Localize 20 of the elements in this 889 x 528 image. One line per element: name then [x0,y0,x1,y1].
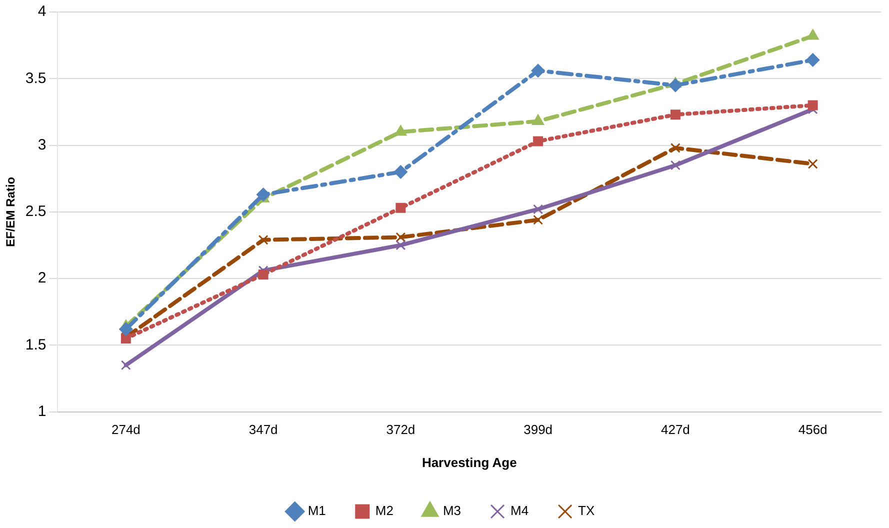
legend-label: M3 [442,503,462,518]
x-tick-label: 274d [111,422,140,438]
legend-label: TX [578,503,596,518]
y-tick-label: 1 [38,402,46,420]
y-tick-label: 1.5 [25,336,46,354]
x-tick-label: 372d [386,422,416,438]
y-tick-label: 3 [38,136,46,154]
y-tick-label: 2.5 [25,203,46,220]
y-tick-label: 4 [38,3,46,20]
x-tick-label: 399d [524,422,553,438]
legend-label: M1 [308,503,326,518]
y-tick-label: 2 [38,270,46,287]
x-axis-title: Harvesting Age [422,454,517,470]
x-tick-label: 347d [248,422,278,438]
legend-label: M2 [375,503,394,518]
y-axis-title: EF/EM Ratio [4,176,18,247]
y-tick-label: 3.5 [25,70,46,87]
x-tick-label: 456d [798,422,828,438]
legend-label: M4 [510,503,529,518]
x-tick-label: 427d [660,422,690,438]
